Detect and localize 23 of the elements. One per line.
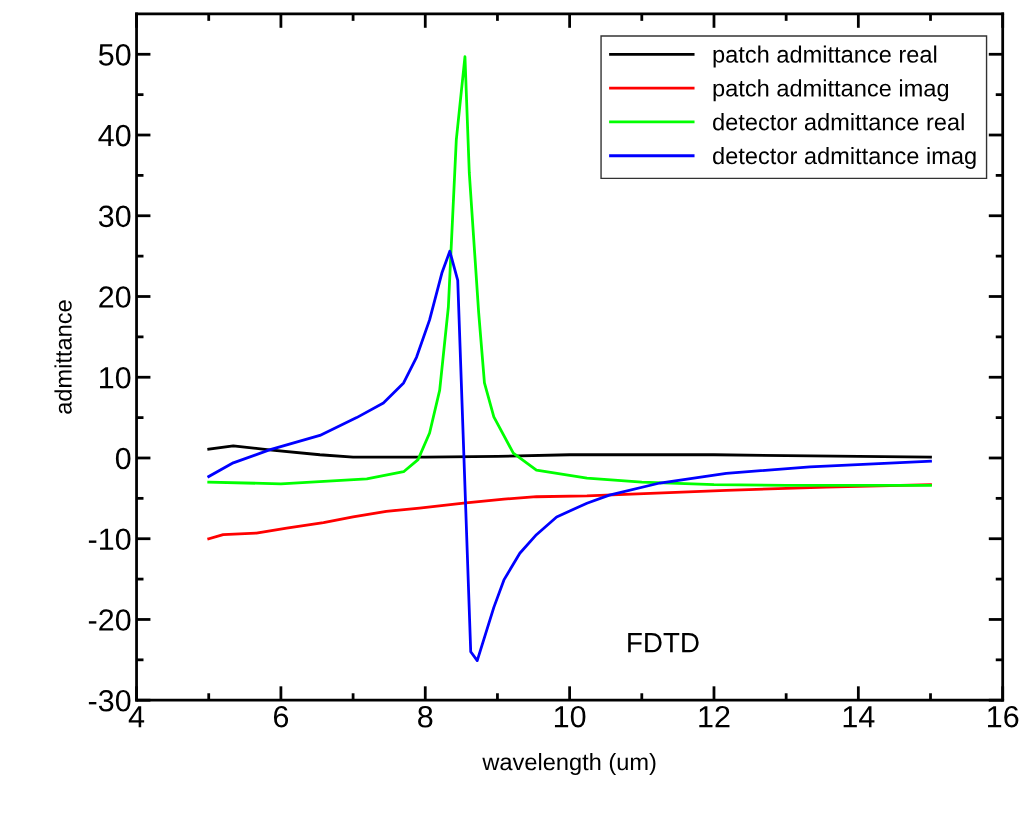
y-tick-label: -10 xyxy=(88,528,131,551)
x-tick-label: 6 xyxy=(273,705,289,728)
y-tick-label: 0 xyxy=(115,447,131,470)
x-tick-label: 8 xyxy=(418,705,433,728)
legend-label: detector admittance imag xyxy=(713,146,976,169)
y-tick-label: 10 xyxy=(100,366,131,389)
annotation: FDTD xyxy=(628,633,699,653)
y-tick-label: 30 xyxy=(98,205,131,228)
line-series xyxy=(207,444,932,459)
y-axis-title: admittance xyxy=(54,300,72,414)
y-tick-label: -20 xyxy=(88,609,131,631)
x-tick-label: 14 xyxy=(843,706,875,728)
y-tick-label: 40 xyxy=(98,124,131,147)
line-series xyxy=(207,249,932,663)
y-tick-label: 20 xyxy=(99,286,131,308)
x-axis-title: wavelength (um) xyxy=(482,753,656,776)
legend-label: patch admittance real xyxy=(713,45,937,68)
x-tick-label: 10 xyxy=(554,705,586,728)
x-tick-label: 16 xyxy=(988,705,1019,728)
legend-label: patch admittance imag xyxy=(713,79,949,102)
y-tick-label: 50 xyxy=(98,44,131,66)
x-tick-label: 12 xyxy=(699,705,730,728)
legend-label: detector admittance real xyxy=(713,113,964,131)
